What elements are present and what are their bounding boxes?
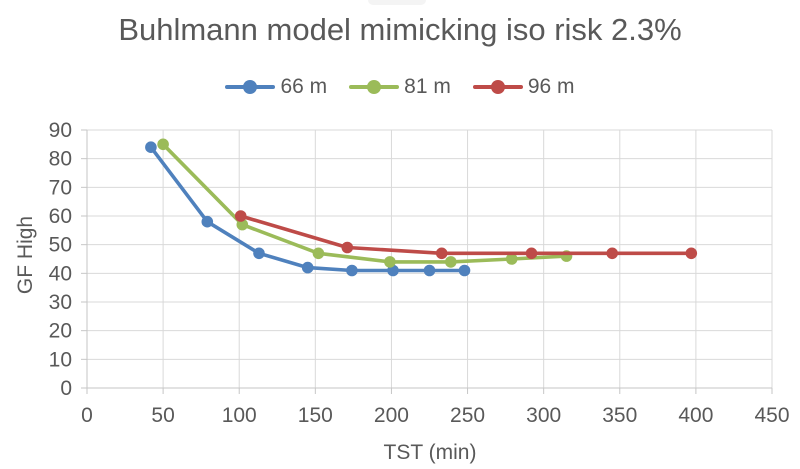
data-point-icon [505, 253, 518, 265]
y-axis-title: GF High [14, 215, 37, 295]
series-81m[interactable] [157, 138, 573, 268]
gridlines [87, 129, 773, 388]
svg-text:90: 90 [49, 119, 72, 142]
legend-item-96m[interactable]: 96 m [472, 75, 575, 98]
svg-text:150: 150 [298, 404, 333, 427]
svg-text:300: 300 [526, 404, 561, 427]
legend-item-66m[interactable]: 66 m [225, 75, 328, 98]
svg-text:60: 60 [49, 205, 72, 228]
legend-line-dot-icon [349, 80, 400, 94]
svg-text:0: 0 [60, 377, 72, 400]
data-point-icon [423, 264, 436, 277]
legend-line-dot-icon [472, 80, 523, 94]
svg-text:80: 80 [49, 148, 72, 171]
svg-text:200: 200 [374, 404, 409, 427]
axes [81, 129, 773, 394]
x-axis-title: TST (min) [383, 441, 477, 464]
legend-item-81m[interactable]: 81 m [349, 75, 451, 98]
svg-text:50: 50 [49, 234, 72, 257]
series-96m[interactable] [234, 210, 698, 260]
svg-text:250: 250 [450, 404, 485, 427]
x-tick-labels: 0 50 100 150 200 250 300 350 400 450 [81, 404, 789, 427]
data-point-icon [445, 256, 457, 268]
svg-text:50: 50 [151, 404, 174, 427]
svg-text:450: 450 [754, 404, 789, 427]
data-point-icon [384, 256, 396, 268]
data-point-icon [341, 241, 354, 254]
legend-label: 96 m [527, 75, 575, 98]
data-point-icon [525, 247, 538, 260]
chart-title: Buhlmann model mimicking iso risk 2.3% [118, 12, 682, 47]
data-point-icon [253, 247, 265, 260]
data-point-icon [301, 261, 314, 274]
svg-text:350: 350 [602, 404, 637, 427]
data-point-icon [201, 215, 214, 228]
data-point-icon [606, 247, 618, 260]
data-point-icon [435, 247, 448, 260]
data-point-icon [685, 247, 698, 260]
chart-legend: 66 m 81 m 96 m [0, 75, 800, 98]
data-point-icon [145, 141, 157, 153]
legend-label: 81 m [404, 75, 451, 98]
legend-line-dot-icon [225, 80, 276, 94]
data-point-icon [236, 218, 249, 231]
data-point-icon [346, 264, 358, 277]
svg-text:0: 0 [81, 404, 93, 427]
svg-text:10: 10 [49, 348, 72, 371]
top-edge-artifact [368, 0, 426, 5]
legend-label: 66 m [280, 75, 328, 98]
svg-text:400: 400 [678, 404, 713, 427]
svg-text:30: 30 [49, 291, 72, 314]
data-point-icon [157, 138, 169, 151]
data-point-icon [234, 210, 247, 222]
svg-text:40: 40 [49, 262, 72, 285]
svg-text:70: 70 [49, 176, 72, 199]
svg-text:20: 20 [49, 320, 72, 343]
svg-text:100: 100 [222, 404, 257, 427]
series-66m[interactable] [145, 141, 471, 277]
y-tick-labels: 0 10 20 30 40 50 60 70 80 90 [49, 119, 72, 400]
data-point-icon [312, 247, 325, 260]
data-point-icon [458, 264, 471, 277]
